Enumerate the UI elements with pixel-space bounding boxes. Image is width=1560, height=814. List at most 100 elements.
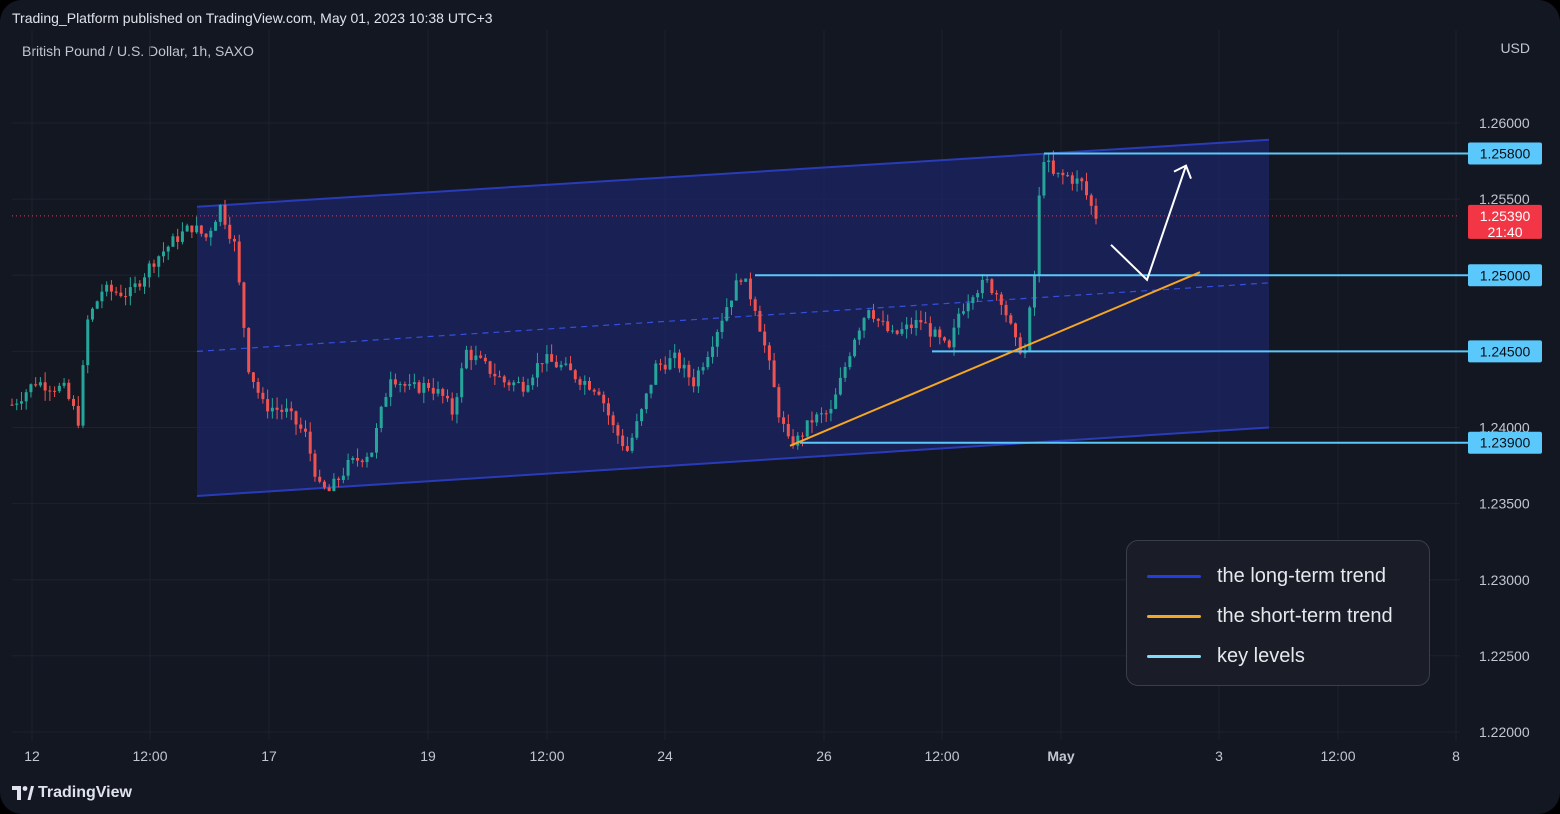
- candle-body: [606, 403, 610, 416]
- candle-body: [1004, 304, 1008, 316]
- candle-body: [1028, 307, 1032, 351]
- projection-arrowhead: [1173, 164, 1192, 179]
- candle-body: [696, 370, 700, 387]
- candle-body: [24, 392, 28, 402]
- candle-body: [341, 475, 345, 481]
- candle-body: [701, 367, 705, 371]
- candle-body: [384, 397, 388, 407]
- x-tick-label: 12:00: [924, 748, 959, 764]
- candle-body: [374, 427, 378, 453]
- candle-body: [370, 452, 374, 457]
- candle-body: [502, 376, 506, 383]
- candle-body: [48, 390, 52, 392]
- candle-body: [909, 324, 913, 328]
- candle-body: [583, 380, 587, 385]
- candle-body: [1066, 175, 1070, 177]
- candle-body: [365, 456, 369, 463]
- x-tick-label: 12:00: [529, 748, 564, 764]
- candle-body: [327, 487, 331, 492]
- candle-body: [285, 408, 289, 412]
- candle-body: [228, 224, 232, 239]
- candle-body: [739, 280, 743, 282]
- candle-body: [900, 329, 904, 334]
- candle-body: [124, 296, 128, 298]
- candle-body: [109, 284, 113, 292]
- x-tick-label: 12:00: [1320, 748, 1355, 764]
- candle-body: [521, 381, 525, 392]
- candle-body: [999, 294, 1003, 305]
- candle-body: [294, 411, 298, 425]
- candle-body: [29, 384, 33, 393]
- candle-body: [720, 320, 724, 332]
- candle-body: [1061, 172, 1065, 176]
- candle-body: [791, 436, 795, 446]
- candle-body: [559, 364, 563, 368]
- candle-body: [857, 330, 861, 340]
- candle-body: [1089, 195, 1093, 206]
- candle-body: [114, 291, 118, 293]
- candle-body: [540, 363, 544, 365]
- candle-body: [72, 398, 76, 406]
- candle-body: [526, 385, 530, 392]
- candle-body: [209, 230, 213, 238]
- candle-body: [625, 446, 629, 451]
- candle-body: [270, 407, 274, 412]
- candle-body: [318, 476, 322, 482]
- candle-body: [602, 394, 606, 404]
- symbol-title[interactable]: British Pound / U.S. Dollar, 1h, SAXO: [22, 43, 254, 59]
- candle-body: [90, 308, 94, 320]
- candle-body: [166, 246, 170, 252]
- candle-body: [1032, 275, 1036, 308]
- candle-body: [1056, 172, 1060, 174]
- candle-body: [654, 363, 658, 385]
- candle-body: [133, 283, 137, 288]
- key-level-badge: [1468, 264, 1542, 287]
- candle-body: [493, 373, 497, 377]
- candle-body: [640, 409, 644, 422]
- candle-body: [43, 382, 47, 391]
- y-tick-label: 1.22000: [1479, 724, 1530, 740]
- candle-body: [422, 382, 426, 393]
- candle-body: [862, 318, 866, 331]
- candle-body: [1009, 315, 1013, 324]
- candle-body: [412, 382, 416, 385]
- candle-body: [431, 387, 435, 394]
- candle-body: [275, 407, 279, 410]
- candle-body: [531, 377, 535, 386]
- candle-body: [76, 405, 80, 426]
- y-tick-label: 1.23000: [1479, 572, 1530, 588]
- tradingview-branding[interactable]: TradingView: [12, 784, 132, 802]
- candle-body: [119, 292, 123, 297]
- tradingview-logo-icon: [12, 786, 34, 800]
- candle-body: [147, 263, 151, 278]
- candle-body: [980, 279, 984, 294]
- current-price-badge: [1468, 204, 1542, 239]
- legend-item-long-term: the long-term trend: [1147, 561, 1386, 591]
- candle-body: [616, 425, 620, 436]
- candle-body: [815, 414, 819, 423]
- brand-name: TradingView: [38, 784, 132, 801]
- candle-body: [256, 381, 260, 393]
- candle-body: [223, 205, 227, 225]
- candle-body: [1080, 178, 1084, 182]
- candle-body: [985, 279, 989, 281]
- candle-body: [67, 382, 71, 399]
- candle-body: [677, 352, 681, 369]
- candle-body: [95, 301, 99, 309]
- candle-body: [881, 320, 885, 322]
- candle-body: [86, 319, 90, 366]
- candle-body: [748, 278, 752, 300]
- legend-item-short-term: the short-term trend: [1147, 601, 1393, 631]
- candle-body: [782, 417, 786, 424]
- candle-body: [801, 435, 805, 437]
- candle-body: [1070, 175, 1074, 184]
- channel-fill: [197, 139, 1269, 497]
- legend-label: the short-term trend: [1217, 604, 1393, 627]
- x-tick-label: 8: [1452, 748, 1460, 764]
- long-term-swatch: [1147, 574, 1201, 578]
- candle-body: [564, 363, 568, 365]
- candle-body: [872, 310, 876, 319]
- candle-body: [441, 389, 445, 396]
- candle-body: [190, 225, 194, 233]
